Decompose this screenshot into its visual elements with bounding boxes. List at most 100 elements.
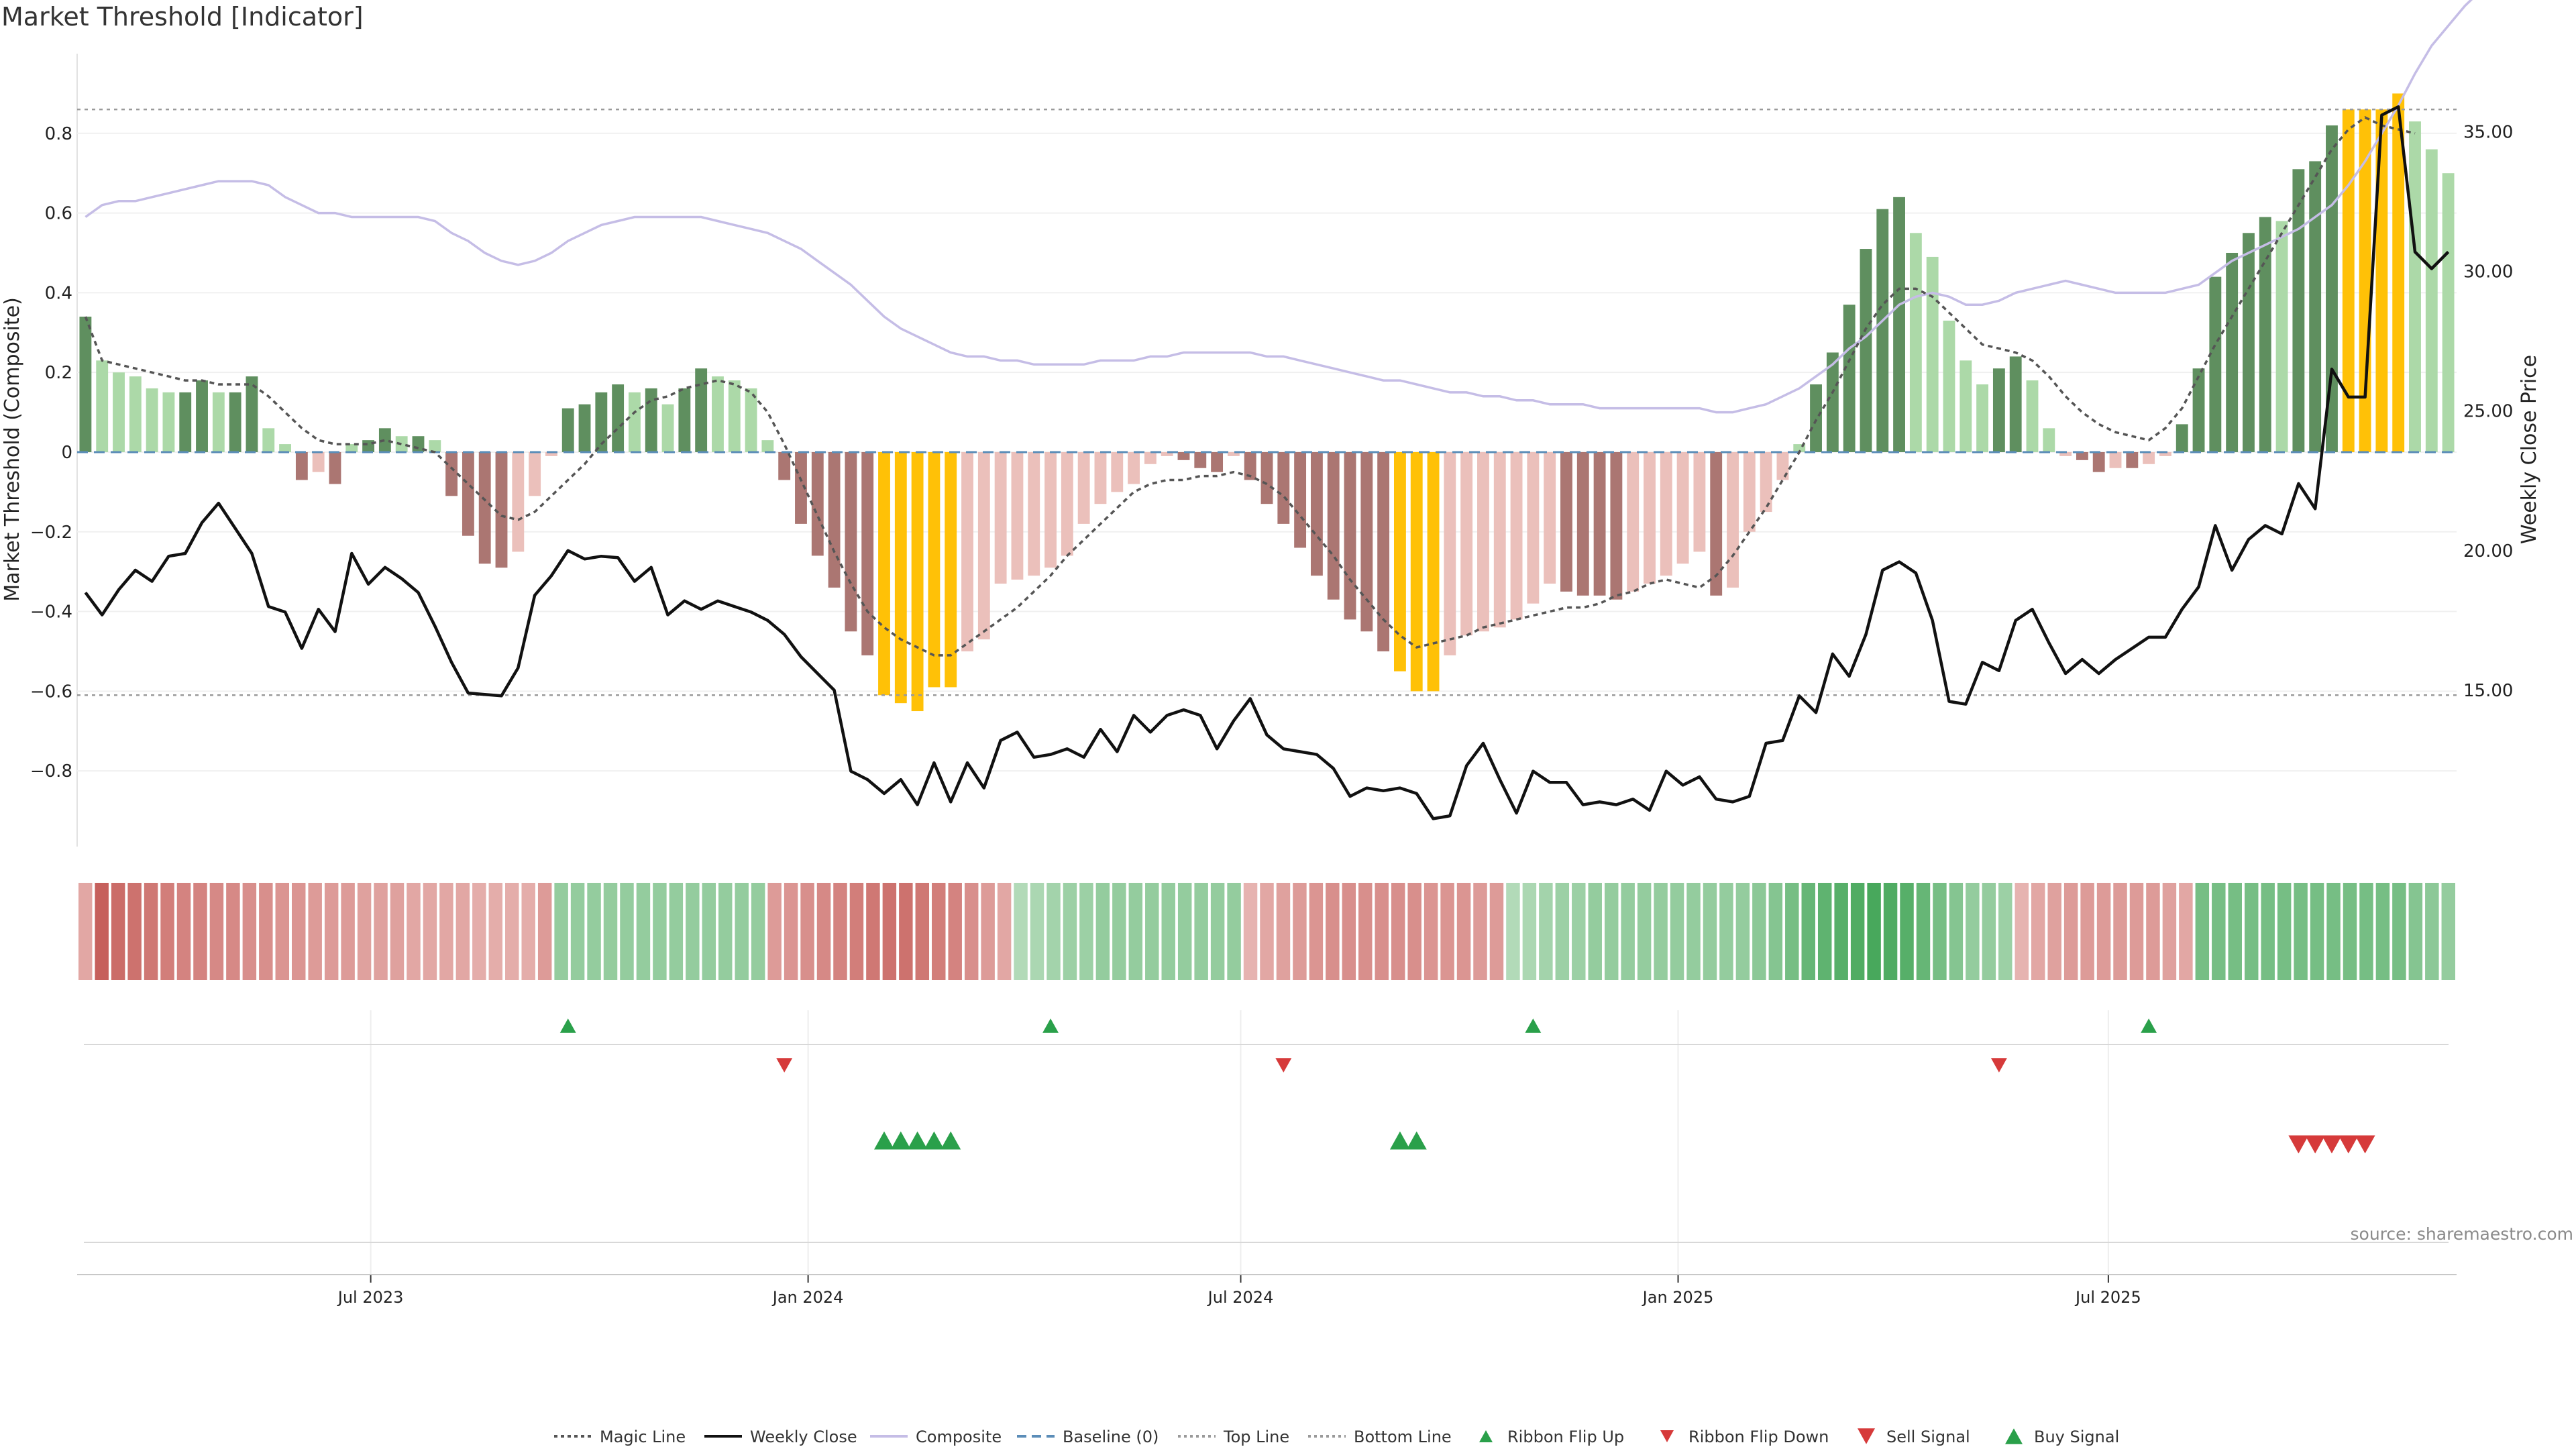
buy-signal-marker <box>907 1131 928 1150</box>
ribbon-cell <box>1391 883 1405 980</box>
ribbon-cell <box>636 883 651 980</box>
ribbon-cell <box>915 883 930 980</box>
ribbon-cell <box>390 883 405 980</box>
ribbon-cell <box>686 883 700 980</box>
ribbon-cell <box>1342 883 1356 980</box>
composite-bar <box>2292 169 2305 452</box>
y-tick-label: −0.4 <box>30 602 72 623</box>
ribbon-cell <box>2113 883 2127 980</box>
ribbon-cell <box>1177 883 1192 980</box>
source-note: source: sharemaestro.com <box>2351 1224 2574 1244</box>
composite-bar <box>1161 451 1173 456</box>
ribbon-cell <box>2212 883 2226 980</box>
composite-bar <box>1044 451 1057 568</box>
ribbon-cell <box>1670 883 1684 980</box>
ribbon-cell <box>2047 883 2061 980</box>
composite-bar <box>2109 451 2122 468</box>
ribbon-cell <box>1030 883 1044 980</box>
legend-label: Weekly Close <box>750 1428 857 1446</box>
ribbon-cell <box>521 883 535 980</box>
y-tick-label: 0.6 <box>45 204 72 224</box>
composite-bar <box>345 444 358 452</box>
composite-bar <box>2026 380 2039 452</box>
composite-bar <box>2126 451 2139 468</box>
composite-bar <box>1493 451 1506 628</box>
composite-bar <box>2176 424 2188 452</box>
composite-bar <box>2392 93 2405 452</box>
composite-bar <box>1943 320 1955 452</box>
ribbon-cell <box>899 883 913 980</box>
ribbon-cell <box>2146 883 2160 980</box>
legend-label: Buy Signal <box>2034 1428 2119 1446</box>
ribbon-cell <box>341 883 355 980</box>
y-tick-label: 0.2 <box>45 363 72 383</box>
y2-tick-label: 20.00 <box>2463 541 2513 561</box>
ribbon-cell <box>1375 883 1389 980</box>
composite-bar <box>2243 233 2255 452</box>
ribbon-cell <box>1243 883 1258 980</box>
composite-bar <box>2143 451 2155 464</box>
ribbon-cell <box>1276 883 1291 980</box>
ribbon-cell <box>570 883 585 980</box>
composite-bar <box>512 451 525 552</box>
weekly-close-line <box>84 105 2450 820</box>
y2-tick-label: 15.00 <box>2463 681 2513 701</box>
composite-bar <box>2275 221 2288 452</box>
composite-bar <box>1510 451 1523 620</box>
composite-bar <box>761 440 774 452</box>
composite-bar <box>1128 451 1140 484</box>
ribbon-cell <box>455 883 470 980</box>
ribbon-cell <box>1161 883 1175 980</box>
legend-label: Top Line <box>1223 1428 1289 1446</box>
composite-bar <box>79 317 92 452</box>
composite-bar <box>1094 451 1107 504</box>
ribbon-cell <box>702 883 716 980</box>
composite-bar <box>1960 360 1972 452</box>
ribbon-flip-up-marker <box>1042 1018 1059 1033</box>
ribbon-cell <box>537 883 552 980</box>
ribbon-cell <box>259 883 273 980</box>
composite-bar <box>1444 451 1456 655</box>
composite-bar <box>1560 451 1572 592</box>
composite-bar <box>1776 451 1789 480</box>
composite-bar <box>894 451 907 704</box>
composite-bar <box>279 444 291 452</box>
composite-bar <box>561 408 574 452</box>
buy-signal-marker <box>1406 1131 1427 1150</box>
ribbon-cell <box>1752 883 1766 980</box>
composite-bar <box>2425 149 2438 452</box>
composite-bar <box>462 451 474 536</box>
composite-bar <box>378 428 391 452</box>
magic-line <box>84 115 2416 657</box>
ribbon-cell <box>932 883 946 980</box>
ribbon-cell <box>2244 883 2259 980</box>
composite-bar <box>1310 451 1323 576</box>
ribbon-cell <box>95 883 109 980</box>
ribbon-cell <box>1949 883 1964 980</box>
ribbon-cell <box>1555 883 1570 980</box>
ribbon-cell <box>751 883 765 980</box>
composite-bar <box>146 388 158 452</box>
legend-label: Sell Signal <box>1886 1428 1970 1446</box>
x-tick-label: Jan 2024 <box>771 1288 844 1307</box>
ribbon-cell <box>1621 883 1635 980</box>
y-axis-label: Market Threshold (Composite) <box>1 297 24 602</box>
ribbon-cell <box>1522 883 1537 980</box>
ribbon-cell <box>1309 883 1324 980</box>
ribbon-cell <box>1473 883 1487 980</box>
composite-bar <box>312 451 325 472</box>
composite-bar <box>1593 451 1606 596</box>
ribbon-cell <box>1735 883 1750 980</box>
composite-bar <box>1644 451 1656 584</box>
composite-bar <box>1011 451 1024 580</box>
sell-signal-marker <box>2288 1135 2309 1154</box>
composite-bar <box>1826 352 1839 452</box>
composite-bar <box>1377 451 1390 651</box>
ribbon-cell <box>1194 883 1208 980</box>
legend-marker <box>2005 1428 2023 1444</box>
ribbon-cell <box>767 883 782 980</box>
composite-bar <box>2259 217 2271 452</box>
composite-bar <box>945 451 957 688</box>
ribbon-cell <box>833 883 847 980</box>
ribbon-cell <box>1112 883 1126 980</box>
